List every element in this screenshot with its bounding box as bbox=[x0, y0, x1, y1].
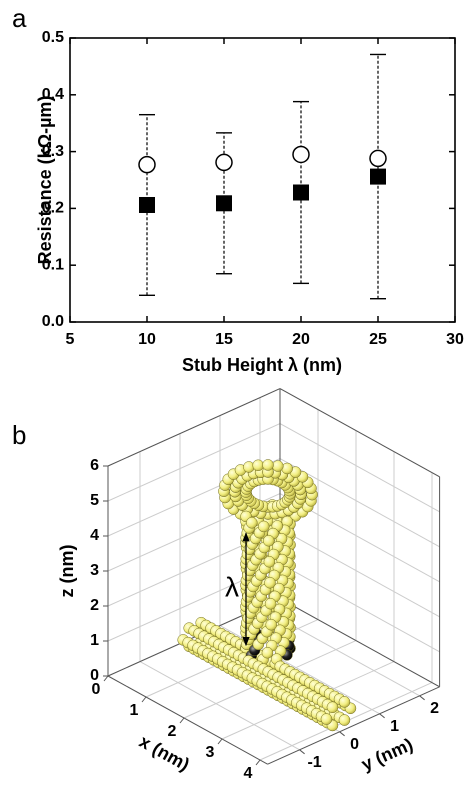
square-marker bbox=[293, 184, 309, 201]
x-tick-label: 3 bbox=[206, 744, 215, 761]
carbon-atom bbox=[265, 618, 277, 631]
x-tick-label: 1 bbox=[130, 702, 139, 719]
plot-frame bbox=[69, 37, 456, 323]
x-tick-label: 0 bbox=[92, 681, 101, 698]
axis-edge bbox=[267, 686, 440, 765]
circle-marker bbox=[369, 149, 387, 168]
x-tick-label: 2 bbox=[168, 723, 177, 740]
carbon-atom bbox=[272, 460, 284, 472]
x-tick-label: 15 bbox=[215, 331, 233, 348]
carbon-atom bbox=[264, 597, 277, 610]
grid-line bbox=[279, 423, 440, 513]
x-tick bbox=[103, 675, 109, 682]
y-tick-label: -1 bbox=[307, 754, 321, 771]
y-tick bbox=[299, 749, 305, 755]
carbon-atom bbox=[263, 556, 276, 568]
y-tick-label: 0 bbox=[350, 736, 359, 753]
y-tick-label: 0.1 bbox=[42, 256, 64, 273]
carbon-atom bbox=[261, 646, 274, 659]
z-tick-label: 5 bbox=[90, 492, 99, 509]
x-tick bbox=[179, 717, 185, 724]
carbon-atom bbox=[326, 701, 339, 714]
axis-edge bbox=[279, 388, 440, 478]
axis-edge bbox=[279, 598, 440, 688]
carbon-atom bbox=[264, 577, 276, 589]
x-tick bbox=[217, 738, 223, 745]
x-tick-label: 4 bbox=[244, 765, 253, 782]
x-tick bbox=[255, 759, 261, 766]
circle-marker bbox=[138, 155, 156, 174]
y-axis-label: Resistance (kΩ-µm) bbox=[35, 96, 55, 265]
y-tick bbox=[379, 713, 385, 719]
circle-marker bbox=[215, 153, 233, 172]
y-tick-label: 0.2 bbox=[42, 200, 64, 217]
z-tick-label: 0 bbox=[90, 667, 99, 684]
y-tick bbox=[419, 695, 425, 701]
z-tick-label: 2 bbox=[90, 597, 99, 614]
carbon-atom bbox=[338, 714, 351, 726]
annotation: λ bbox=[225, 572, 239, 603]
z-tick-label: 3 bbox=[90, 562, 99, 579]
grid-line bbox=[279, 563, 440, 653]
x-tick-label: 10 bbox=[138, 331, 156, 348]
z-tick-label: 4 bbox=[90, 527, 99, 544]
grid-line bbox=[279, 528, 440, 618]
z-tick-label: 1 bbox=[90, 632, 99, 649]
carbon-atom bbox=[338, 696, 351, 708]
x-tick-label: 20 bbox=[292, 331, 310, 348]
circle-marker bbox=[292, 145, 310, 164]
x-tick-label: 25 bbox=[369, 331, 387, 348]
carbon-atom bbox=[257, 520, 270, 533]
carbon-atom bbox=[246, 517, 258, 529]
x-axis-label: Stub Height λ (nm) bbox=[182, 355, 342, 375]
axis-edge bbox=[107, 388, 281, 467]
square-marker bbox=[139, 196, 155, 213]
carbon-atom bbox=[262, 535, 275, 547]
z-axis-label: z (nm) bbox=[57, 545, 77, 598]
x-tick-label: 5 bbox=[66, 331, 75, 348]
y-tick-label: 0.5 bbox=[42, 29, 64, 46]
y-tick-label: 0.3 bbox=[42, 143, 64, 160]
y-tick-label: 2 bbox=[430, 700, 439, 717]
panel-label: a bbox=[12, 3, 27, 33]
z-tick-label: 6 bbox=[90, 457, 99, 474]
square-marker bbox=[216, 195, 232, 212]
y-tick-label: 1 bbox=[390, 718, 399, 735]
grid-line bbox=[107, 423, 281, 502]
grid-line bbox=[139, 661, 300, 751]
panel-label: b bbox=[12, 420, 26, 450]
y-tick bbox=[339, 731, 345, 737]
x-tick bbox=[141, 696, 147, 703]
carbon-atom bbox=[262, 459, 274, 471]
y-tick-label: 0.0 bbox=[42, 313, 64, 330]
carbon-atom bbox=[320, 713, 333, 725]
square-marker bbox=[370, 168, 386, 185]
y-tick-label: 0.4 bbox=[42, 86, 64, 103]
axis-edge bbox=[107, 675, 268, 765]
x-tick-label: 30 bbox=[446, 331, 464, 348]
carbon-atom bbox=[252, 459, 264, 472]
